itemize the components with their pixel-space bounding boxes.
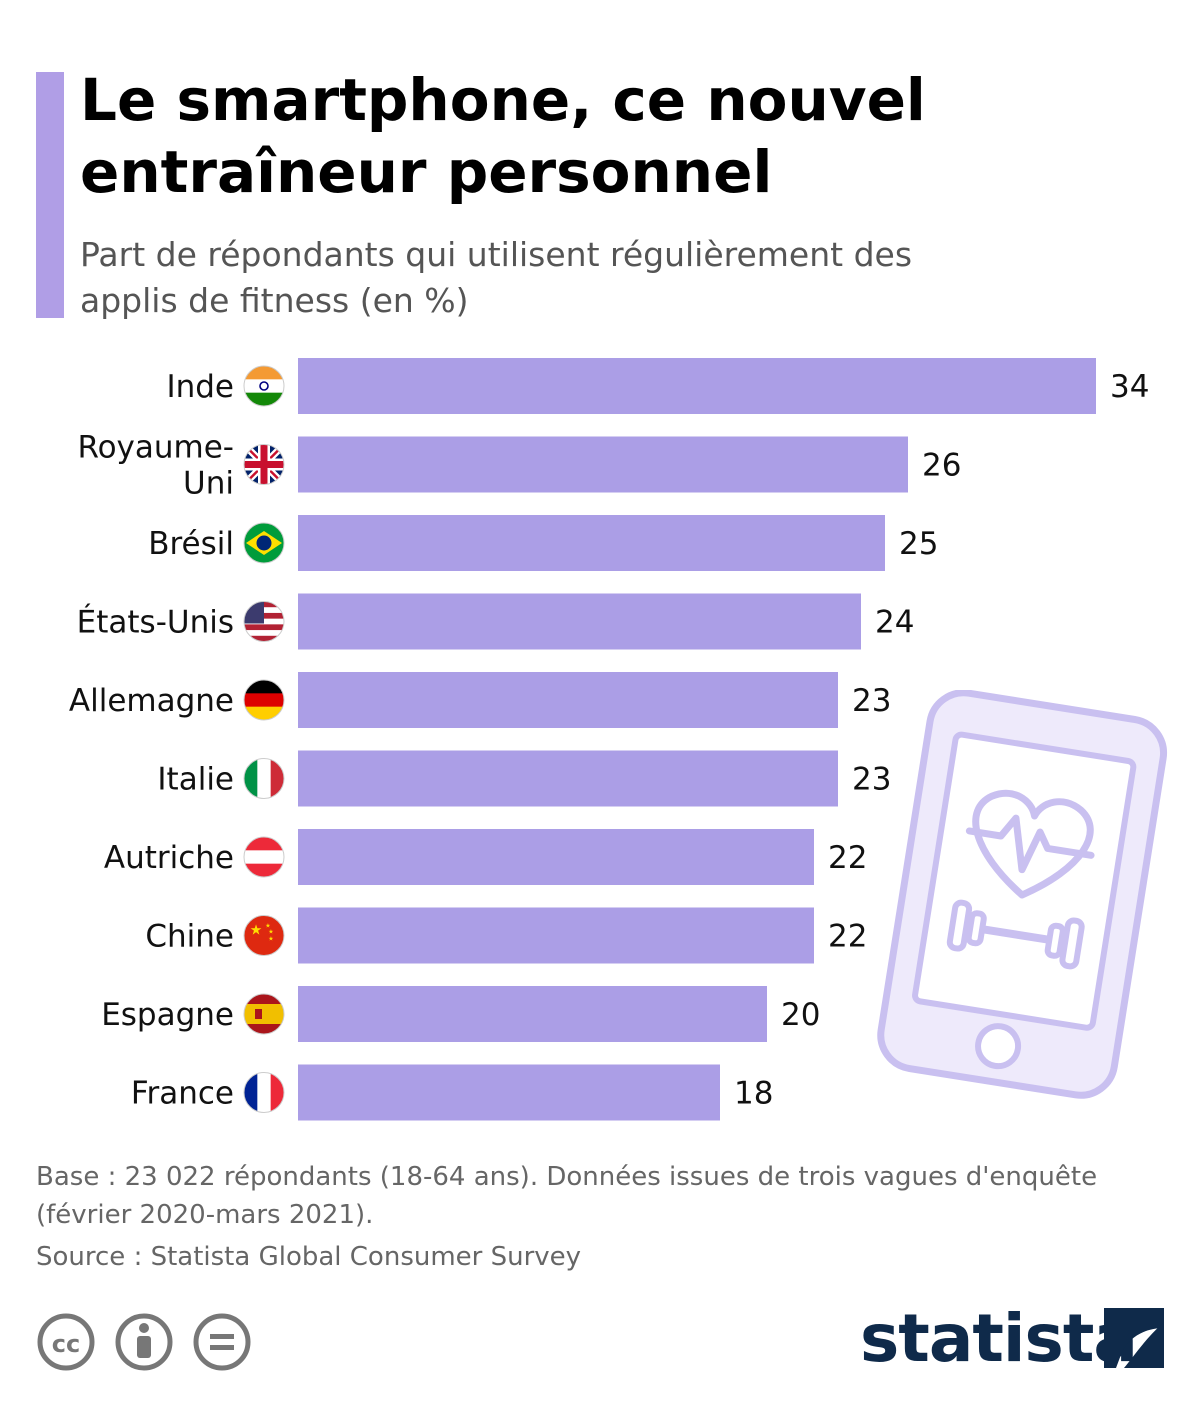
germany-flag-icon bbox=[243, 679, 285, 721]
bar-row: 20 Espagne bbox=[101, 986, 820, 1042]
bar-8 bbox=[298, 986, 767, 1042]
svg-text:★: ★ bbox=[250, 923, 263, 939]
bar-4 bbox=[298, 672, 838, 728]
svg-text:★: ★ bbox=[265, 923, 270, 930]
value-label: 22 bbox=[828, 840, 867, 876]
bar-row: 26 Royaume-Uni bbox=[77, 430, 961, 502]
bar-row: 24 États-Unis bbox=[77, 593, 914, 650]
value-label: 22 bbox=[828, 919, 867, 955]
title-accent-bar bbox=[36, 72, 64, 318]
bar-row: 18 France bbox=[131, 1064, 773, 1121]
category-label: Inde bbox=[166, 369, 234, 405]
uk-flag-icon bbox=[243, 444, 285, 485]
bar-row: 22 Autriche bbox=[104, 829, 867, 885]
bar-chart: 34Inde26Royaume-Uni25Brésil24États-Unis2… bbox=[69, 358, 1149, 1121]
value-label: 24 bbox=[875, 605, 914, 641]
category-label: France bbox=[131, 1076, 234, 1112]
bar-3 bbox=[298, 593, 861, 650]
svg-text:★: ★ bbox=[268, 929, 273, 936]
statista-logo-text: statista bbox=[860, 1300, 1138, 1377]
base-note: Base : 23 022 répondants (18-64 ans). Do… bbox=[36, 1162, 1098, 1230]
bar-0 bbox=[298, 358, 1096, 414]
bar-9 bbox=[298, 1064, 720, 1121]
value-label: 23 bbox=[852, 762, 891, 798]
bar-5 bbox=[298, 750, 838, 807]
statista-logo-icon bbox=[1104, 1308, 1164, 1368]
value-label: 23 bbox=[852, 683, 891, 719]
value-label: 34 bbox=[1110, 369, 1149, 405]
value-label: 25 bbox=[899, 526, 938, 562]
page-subtitle: Part de répondants qui utilisent réguliè… bbox=[80, 235, 913, 320]
bar-6 bbox=[298, 829, 814, 885]
category-label: Autriche bbox=[104, 840, 234, 876]
india-flag-icon bbox=[243, 365, 285, 407]
source-note: Source : Statista Global Consumer Survey bbox=[36, 1242, 582, 1272]
bar-7 bbox=[298, 907, 814, 964]
usa-flag-icon bbox=[243, 601, 285, 642]
bar-row: 34 Inde bbox=[166, 358, 1149, 414]
smartphone-fitness-icon bbox=[877, 690, 1168, 1099]
value-label: 20 bbox=[781, 997, 820, 1033]
france-flag-icon bbox=[243, 1072, 285, 1113]
no-derivatives-icon bbox=[193, 1313, 251, 1371]
austria-flag-icon bbox=[243, 836, 285, 878]
bar-2 bbox=[298, 515, 885, 571]
page-title: Le smartphone, ce nouvel entraîneur pers… bbox=[80, 66, 926, 206]
bar-1 bbox=[298, 436, 908, 493]
china-flag-icon: ★ ★★★ bbox=[243, 915, 285, 956]
category-label: États-Unis bbox=[77, 605, 234, 641]
bar-row: 23 Italie bbox=[157, 750, 891, 807]
cc-icon: cc bbox=[37, 1313, 95, 1371]
spain-flag-icon bbox=[243, 993, 285, 1035]
category-label: Chine bbox=[145, 919, 234, 955]
value-label: 26 bbox=[922, 448, 961, 484]
category-label: Allemagne bbox=[69, 683, 234, 719]
bar-row: 25 Brésil bbox=[148, 515, 938, 571]
chart-notes: Base : 23 022 répondants (18-64 ans). Do… bbox=[36, 1158, 1166, 1276]
svg-text:★: ★ bbox=[268, 936, 273, 943]
license-icons: cc bbox=[37, 1313, 251, 1371]
category-label: Royaume-Uni bbox=[77, 430, 234, 502]
attribution-icon bbox=[115, 1313, 173, 1371]
category-label: Espagne bbox=[101, 997, 234, 1033]
category-label: Italie bbox=[157, 762, 234, 798]
value-label: 18 bbox=[734, 1076, 773, 1112]
bar-row: 23 Allemagne bbox=[69, 672, 891, 728]
svg-text:cc: cc bbox=[52, 1330, 80, 1358]
category-label: Brésil bbox=[148, 526, 234, 562]
italy-flag-icon bbox=[243, 758, 285, 799]
brazil-flag-icon bbox=[243, 522, 285, 564]
